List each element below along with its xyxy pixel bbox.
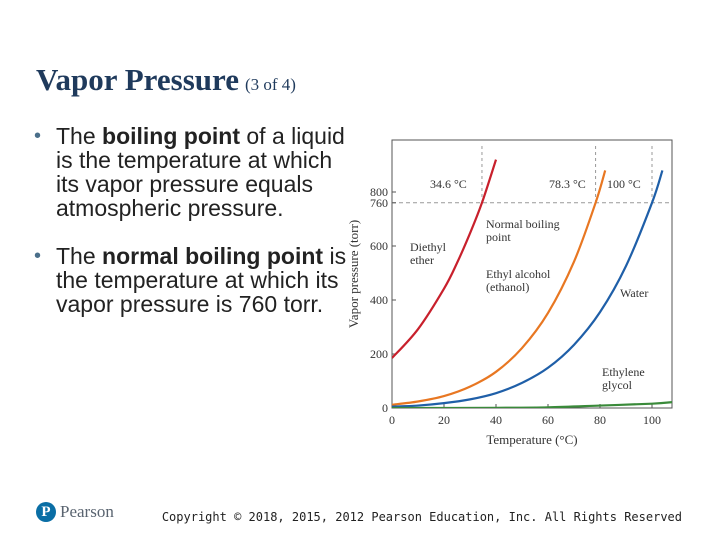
annotation-ether-bp: 34.6 °C (430, 177, 467, 191)
y-tick-label: 760 (370, 196, 388, 210)
slide-title: Vapor Pressure (3 of 4) (36, 62, 296, 98)
y-tick-label: 400 (370, 293, 388, 307)
x-tick-label: 20 (438, 413, 450, 427)
series-ethylene-glycol (392, 401, 672, 408)
series-diethyl-ether (392, 159, 498, 359)
bullet-text: of a liquid is the temperature at which … (56, 123, 345, 221)
bullet-text: The (56, 123, 103, 149)
annotation-normal-boiling-point: Normal boiling point (486, 217, 560, 244)
bullet-text: is the temperature at which its vapor pr… (56, 243, 347, 317)
title-text: Vapor Pressure (36, 62, 239, 97)
x-tick-label: 80 (594, 413, 606, 427)
series-ethanol (392, 170, 607, 406)
bullet-item: • The boiling point of a liquid is the te… (34, 124, 354, 220)
x-tick-label: 60 (542, 413, 554, 427)
y-tick-label: 0 (382, 401, 388, 415)
x-tick-label: 0 (389, 413, 395, 427)
pearson-logo-text: Pearson (60, 502, 114, 521)
bullet-icon: • (34, 125, 42, 147)
bullet-list: • The boiling point of a liquid is the te… (34, 124, 354, 340)
plot-frame (391, 139, 673, 409)
pearson-logo-icon: P (36, 502, 56, 522)
x-tick-label: 100 (643, 413, 661, 427)
pearson-logo: P Pearson (36, 502, 114, 522)
x-axis-label: Temperature (°C) (486, 432, 577, 447)
bullet-item: • The normal boiling point is the tempera… (34, 244, 354, 316)
bullet-text: The (56, 243, 103, 269)
bullet-keyword: normal boiling point (102, 243, 324, 269)
copyright-notice: Copyright © 2018, 2015, 2012 Pearson Edu… (161, 510, 682, 524)
y-tick-label: 600 (370, 239, 388, 253)
label-diethyl-ether: Diethyl ether (410, 240, 447, 267)
bullet-keyword: boiling point (102, 123, 240, 149)
label-ethylene-glycol: Ethylene glycol (602, 365, 645, 392)
label-ethanol: Ethyl alcohol (ethanol) (486, 267, 551, 294)
y-axis-label: Vapor pressure (torr) (346, 220, 361, 328)
bullet-icon: • (34, 245, 42, 267)
x-tick-label: 40 (490, 413, 502, 427)
series-group (392, 159, 672, 408)
title-suffix: (3 of 4) (244, 75, 296, 94)
series-water (392, 170, 664, 408)
y-tick-label: 200 (370, 347, 388, 361)
y-tick-label: 800 (370, 185, 388, 199)
annotation-water-bp: 100 °C (607, 177, 641, 191)
label-water: Water (620, 286, 648, 300)
annotation-ethanol-bp: 78.3 °C (549, 177, 586, 191)
